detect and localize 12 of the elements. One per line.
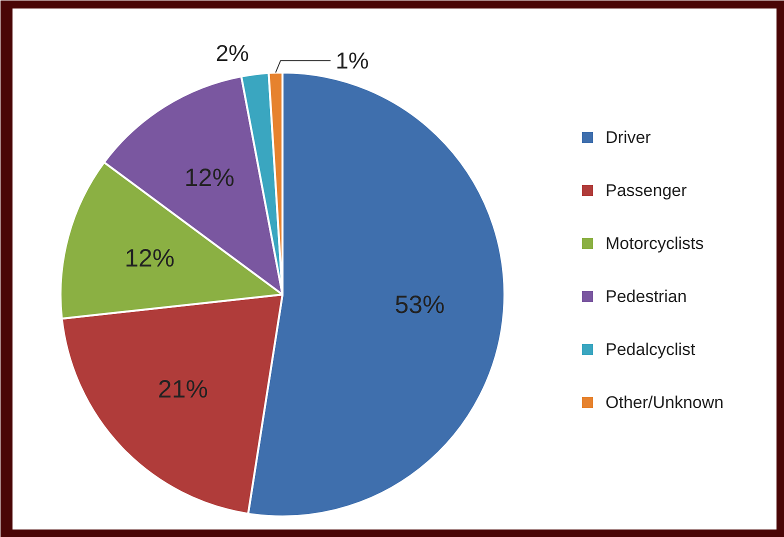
legend-label: Passenger	[606, 181, 688, 200]
data-label: 12%	[184, 164, 234, 192]
data-label: 1%	[336, 48, 369, 74]
legend-label: Other/Unknown	[606, 393, 724, 412]
legend-label: Driver	[606, 128, 652, 147]
legend-label: Pedalcyclist	[606, 340, 696, 359]
legend-label: Motorcyclists	[606, 234, 704, 253]
legend-label: Pedestrian	[606, 287, 687, 306]
data-label: 2%	[216, 40, 249, 66]
data-label: 12%	[124, 244, 175, 273]
data-label: 21%	[158, 376, 208, 404]
data-label: 53%	[394, 291, 445, 320]
